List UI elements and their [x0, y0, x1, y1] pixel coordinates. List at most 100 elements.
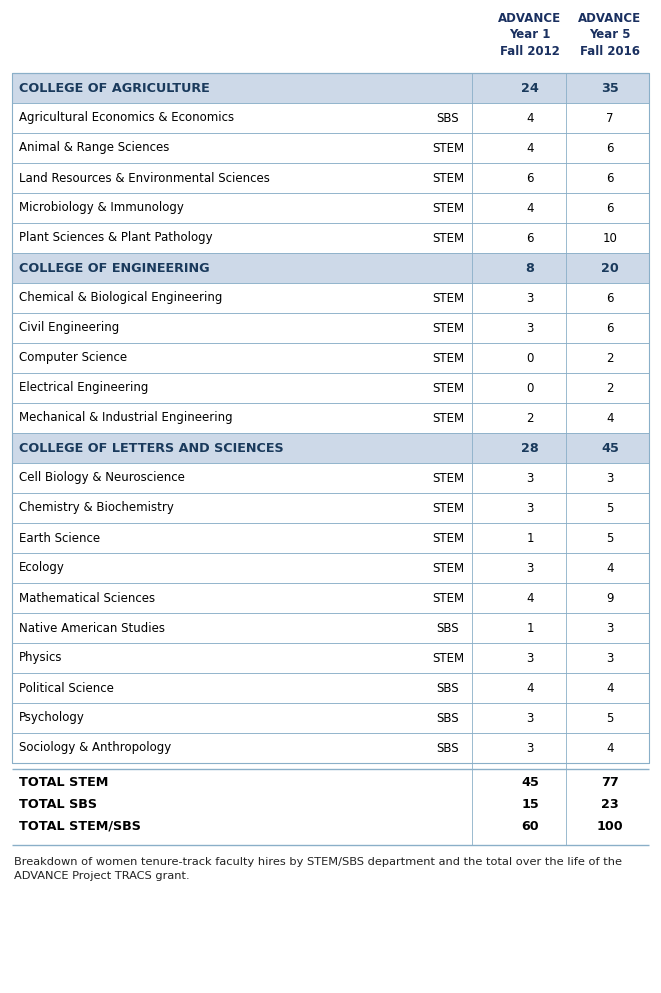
Bar: [12, 583, 649, 613]
Text: 3: 3: [526, 742, 533, 755]
Text: 35: 35: [601, 81, 619, 94]
Text: 0: 0: [526, 352, 533, 364]
Bar: [12, 493, 649, 523]
Text: STEM: STEM: [432, 531, 464, 544]
Text: STEM: STEM: [432, 651, 464, 664]
Text: 3: 3: [526, 651, 533, 664]
Text: 4: 4: [526, 681, 533, 694]
Text: Animal & Range Sciences: Animal & Range Sciences: [19, 141, 169, 155]
Text: TOTAL SBS: TOTAL SBS: [19, 797, 97, 810]
Text: STEM: STEM: [432, 381, 464, 394]
Text: Native American Studies: Native American Studies: [19, 622, 165, 635]
Text: 4: 4: [526, 202, 533, 214]
Text: 0: 0: [526, 381, 533, 394]
Bar: [12, 313, 649, 343]
Text: 5: 5: [606, 501, 613, 514]
Text: Earth Science: Earth Science: [19, 531, 100, 544]
Text: SBS: SBS: [437, 681, 459, 694]
Text: 6: 6: [606, 172, 614, 185]
Text: STEM: STEM: [432, 592, 464, 605]
Text: COLLEGE OF LETTERS AND SCIENCES: COLLEGE OF LETTERS AND SCIENCES: [19, 442, 284, 455]
Text: 5: 5: [606, 712, 613, 725]
Bar: [12, 523, 649, 553]
Bar: [12, 373, 649, 403]
Text: 6: 6: [526, 172, 533, 185]
Text: 6: 6: [526, 231, 533, 244]
Text: 77: 77: [601, 776, 619, 788]
Text: 4: 4: [526, 111, 533, 124]
Bar: [12, 403, 649, 433]
Text: STEM: STEM: [432, 141, 464, 155]
Text: 6: 6: [606, 202, 614, 214]
Text: 2: 2: [606, 381, 614, 394]
Bar: [12, 283, 649, 313]
Text: Electrical Engineering: Electrical Engineering: [19, 381, 148, 394]
Text: ADVANCE
Year 5
Fall 2016: ADVANCE Year 5 Fall 2016: [578, 12, 642, 58]
Text: 100: 100: [597, 819, 623, 832]
Text: 3: 3: [606, 472, 613, 485]
Text: 10: 10: [603, 231, 617, 244]
Bar: [12, 673, 649, 703]
Bar: [12, 703, 649, 733]
Text: SBS: SBS: [437, 742, 459, 755]
Text: STEM: STEM: [432, 501, 464, 514]
Text: STEM: STEM: [432, 472, 464, 485]
Text: 28: 28: [521, 442, 539, 455]
Bar: [12, 253, 649, 283]
Text: Sociology & Anthropology: Sociology & Anthropology: [19, 742, 171, 755]
Text: Computer Science: Computer Science: [19, 352, 127, 364]
Text: 3: 3: [606, 651, 613, 664]
Bar: [12, 193, 649, 223]
Text: Mathematical Sciences: Mathematical Sciences: [19, 592, 155, 605]
Text: 3: 3: [526, 561, 533, 575]
Text: 6: 6: [606, 141, 614, 155]
Text: COLLEGE OF ENGINEERING: COLLEGE OF ENGINEERING: [19, 261, 210, 274]
Text: 3: 3: [526, 472, 533, 485]
Text: Microbiology & Immunology: Microbiology & Immunology: [19, 202, 184, 214]
Text: 15: 15: [521, 797, 539, 810]
Text: COLLEGE OF AGRICULTURE: COLLEGE OF AGRICULTURE: [19, 81, 210, 94]
Text: ADVANCE
Year 1
Fall 2012: ADVANCE Year 1 Fall 2012: [498, 12, 562, 58]
Text: 2: 2: [526, 411, 533, 424]
Bar: [12, 73, 649, 103]
Text: 8: 8: [525, 261, 535, 274]
Bar: [12, 643, 649, 673]
Bar: [12, 553, 649, 583]
Text: Breakdown of women tenure-track faculty hires by STEM/SBS department and the tot: Breakdown of women tenure-track faculty …: [14, 857, 622, 881]
Text: STEM: STEM: [432, 231, 464, 244]
Text: 4: 4: [526, 141, 533, 155]
Text: STEM: STEM: [432, 561, 464, 575]
Text: Mechanical & Industrial Engineering: Mechanical & Industrial Engineering: [19, 411, 233, 424]
Text: 3: 3: [606, 622, 613, 635]
Text: Political Science: Political Science: [19, 681, 114, 694]
Text: 23: 23: [601, 797, 619, 810]
Bar: [12, 733, 649, 763]
Text: 2: 2: [606, 352, 614, 364]
Text: 1: 1: [526, 531, 533, 544]
Text: SBS: SBS: [437, 111, 459, 124]
Text: Chemical & Biological Engineering: Chemical & Biological Engineering: [19, 292, 222, 305]
Text: 45: 45: [521, 776, 539, 788]
Text: 3: 3: [526, 322, 533, 335]
Text: 4: 4: [606, 411, 614, 424]
Text: STEM: STEM: [432, 411, 464, 424]
Text: SBS: SBS: [437, 622, 459, 635]
Text: 6: 6: [606, 292, 614, 305]
Text: Plant Sciences & Plant Pathology: Plant Sciences & Plant Pathology: [19, 231, 213, 244]
Text: Ecology: Ecology: [19, 561, 65, 575]
Text: Physics: Physics: [19, 651, 63, 664]
Text: STEM: STEM: [432, 352, 464, 364]
Bar: [12, 73, 649, 763]
Bar: [12, 433, 649, 463]
Text: 3: 3: [526, 292, 533, 305]
Text: Agricultural Economics & Economics: Agricultural Economics & Economics: [19, 111, 234, 124]
Text: STEM: STEM: [432, 322, 464, 335]
Text: STEM: STEM: [432, 202, 464, 214]
Bar: [12, 103, 649, 133]
Text: 60: 60: [521, 819, 539, 832]
Text: TOTAL STEM: TOTAL STEM: [19, 776, 108, 788]
Text: SBS: SBS: [437, 712, 459, 725]
Bar: [12, 463, 649, 493]
Text: 9: 9: [606, 592, 614, 605]
Text: 7: 7: [606, 111, 614, 124]
